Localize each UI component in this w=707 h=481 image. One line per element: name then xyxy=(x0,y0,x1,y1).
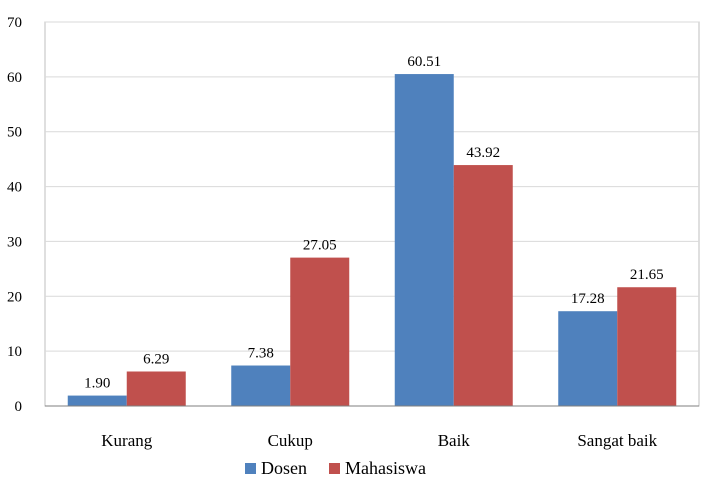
bar-mahasiswa-cukup xyxy=(290,257,350,406)
legend-label: Mahasiswa xyxy=(345,458,426,478)
y-axis-ticks: 0 10 20 30 40 50 60 70 xyxy=(7,15,22,415)
legend-item-mahasiswa: Mahasiswa xyxy=(329,458,426,478)
data-label: 60.51 xyxy=(407,54,441,70)
legend-label: Dosen xyxy=(261,458,307,478)
bar-dosen-sangat-baik xyxy=(558,311,618,406)
y-tick-label: 20 xyxy=(7,289,22,305)
data-labels: 1.90 6.29 7.38 27.05 60.51 43.92 17.28 21.65 xyxy=(84,54,664,392)
y-tick-label: 60 xyxy=(7,70,22,86)
bar-dosen-cukup xyxy=(231,365,291,406)
data-label: 21.65 xyxy=(630,267,664,283)
bar-mahasiswa-sangat-baik xyxy=(617,287,677,406)
legend-item-dosen: Dosen xyxy=(245,458,307,478)
bar-dosen-kurang xyxy=(67,395,127,406)
data-label: 7.38 xyxy=(248,346,274,362)
bar-mahasiswa-kurang xyxy=(126,371,186,406)
bars xyxy=(67,74,677,407)
data-label: 6.29 xyxy=(143,351,169,367)
y-tick-label: 50 xyxy=(7,125,22,141)
legend-swatch xyxy=(245,463,256,474)
category-labels: Kurang Cukup Baik Sangat baik xyxy=(101,431,657,450)
category-label: Sangat baik xyxy=(577,431,657,450)
legend-swatch xyxy=(329,463,340,474)
bar-dosen-baik xyxy=(394,74,454,407)
y-tick-label: 0 xyxy=(15,399,23,415)
data-label: 27.05 xyxy=(303,238,337,254)
y-tick-label: 30 xyxy=(7,234,22,250)
data-label: 43.92 xyxy=(466,145,500,161)
bar-mahasiswa-baik xyxy=(453,165,513,406)
legend: Dosen Mahasiswa xyxy=(245,458,426,478)
data-label: 17.28 xyxy=(571,291,605,307)
category-label: Kurang xyxy=(101,431,152,450)
category-label: Cukup xyxy=(268,431,313,450)
y-tick-label: 70 xyxy=(7,15,22,31)
data-label: 1.90 xyxy=(84,376,110,392)
y-tick-label: 40 xyxy=(7,180,22,196)
y-tick-label: 10 xyxy=(7,344,22,360)
category-label: Baik xyxy=(438,431,471,450)
